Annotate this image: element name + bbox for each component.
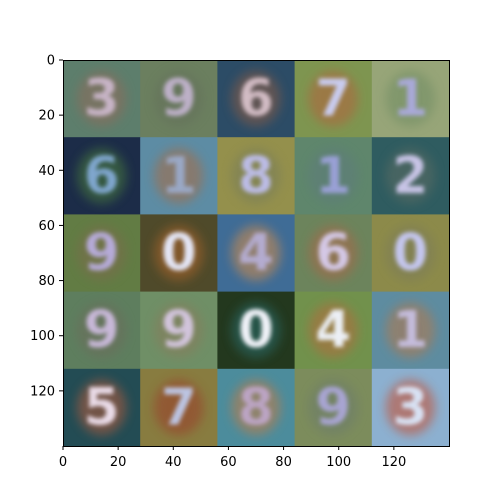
tile-shading xyxy=(154,225,204,281)
tile-digit: 9 xyxy=(161,301,196,360)
tile-shading xyxy=(76,225,127,281)
tile-digit: 4 xyxy=(238,224,273,283)
y-axis: 0 20 40 60 80 100 120 xyxy=(30,54,63,399)
digit-tile: 8 xyxy=(217,137,296,215)
tile-shading xyxy=(231,379,281,436)
digit-tile: 9 xyxy=(63,291,141,370)
tile-shading xyxy=(231,302,281,358)
tile-shading xyxy=(308,70,358,127)
tile-shading xyxy=(76,148,127,204)
tile-digit: 9 xyxy=(84,224,119,283)
digit-tile: 5 xyxy=(63,368,141,446)
tile-digit: 8 xyxy=(238,147,273,206)
tile-shading xyxy=(308,302,358,358)
tile-digit: 1 xyxy=(393,70,428,129)
tile-digit: 0 xyxy=(393,224,428,283)
tile-shading xyxy=(231,225,281,281)
digit-tile: 2 xyxy=(371,137,449,215)
digit-tile: 6 xyxy=(294,214,373,293)
digit-tile: 7 xyxy=(294,60,373,138)
x-tick-label: 80 xyxy=(275,455,292,470)
digit-tile: 0 xyxy=(217,291,296,370)
tile-shading xyxy=(308,225,358,281)
tile-shading xyxy=(76,302,127,358)
digit-tile: 6 xyxy=(63,137,141,215)
digit-tile: 0 xyxy=(140,214,218,293)
y-tick-label: 0 xyxy=(47,54,55,69)
tile-digit: 3 xyxy=(84,70,119,129)
tile-digit: 1 xyxy=(315,147,350,206)
tile-shading xyxy=(308,148,358,204)
digit-tile: 9 xyxy=(140,60,218,138)
y-tick-label: 120 xyxy=(30,384,55,399)
tile-shading xyxy=(76,70,127,127)
tile-digit: 9 xyxy=(161,70,196,129)
tile-shading xyxy=(385,225,436,281)
x-tick-label: 60 xyxy=(220,455,237,470)
tile-digit: 6 xyxy=(315,224,350,283)
tile-shading xyxy=(308,379,358,436)
tile-digit: 1 xyxy=(161,147,196,206)
x-axis: 0 20 40 60 80 100 120 xyxy=(59,446,406,470)
digit-tile: 9 xyxy=(294,368,373,446)
x-tick-label: 0 xyxy=(59,455,67,470)
plot-frame xyxy=(63,60,450,447)
digit-tile: 8 xyxy=(217,368,296,446)
digit-tile: 4 xyxy=(294,291,373,370)
y-tick-label: 60 xyxy=(38,219,55,234)
tile-shading xyxy=(154,70,204,127)
y-tick-label: 40 xyxy=(38,164,55,179)
tile-digit: 9 xyxy=(84,301,119,360)
digit-tile: 1 xyxy=(140,137,218,215)
tile-digit: 6 xyxy=(238,70,273,129)
tile-digit: 1 xyxy=(393,301,428,360)
digit-tile: 1 xyxy=(371,60,449,138)
tile-shading xyxy=(76,379,127,436)
x-tick-label: 20 xyxy=(110,455,127,470)
digit-tile: 3 xyxy=(63,60,141,138)
x-tick-label: 120 xyxy=(381,455,406,470)
tile-digit: 4 xyxy=(315,301,350,360)
image-grid: 3 9 6 7 16 1 8 1 29 0 4 6 09 9 0 4 15 7 8 9 3 xyxy=(63,60,449,446)
tile-shading xyxy=(154,379,204,436)
tile-digit: 8 xyxy=(238,378,273,437)
tile-digit: 0 xyxy=(161,224,196,283)
tile-digit: 7 xyxy=(315,70,350,129)
tile-shading xyxy=(154,302,204,358)
tile-shading xyxy=(231,148,281,204)
tile-shading xyxy=(385,379,436,436)
digit-tile: 9 xyxy=(63,214,141,293)
digit-tile: 3 xyxy=(371,368,449,446)
tile-shading xyxy=(385,70,436,127)
tile-shading xyxy=(385,302,436,358)
x-tick-label: 40 xyxy=(165,455,182,470)
tile-digit: 0 xyxy=(238,301,273,360)
digit-tile: 1 xyxy=(294,137,373,215)
y-tick-label: 20 xyxy=(38,109,55,124)
x-tick-label: 100 xyxy=(326,455,351,470)
tile-digit: 5 xyxy=(84,378,119,437)
tile-digit: 7 xyxy=(161,378,196,437)
tile-digit: 2 xyxy=(393,147,428,206)
digit-tile: 6 xyxy=(217,60,296,138)
digit-tile: 4 xyxy=(217,214,296,293)
y-tick-label: 80 xyxy=(38,274,55,289)
digit-tile: 1 xyxy=(371,291,449,370)
digit-tile: 7 xyxy=(140,368,218,446)
y-tick-label: 100 xyxy=(30,329,55,344)
digit-tile: 0 xyxy=(371,214,449,293)
tile-shading xyxy=(154,148,204,204)
tile-digit: 6 xyxy=(84,147,119,206)
tile-shading xyxy=(385,148,436,204)
digit-tile: 9 xyxy=(140,291,218,370)
tile-digit: 9 xyxy=(315,378,350,437)
tile-shading xyxy=(231,70,281,127)
tile-digit: 3 xyxy=(393,378,428,437)
